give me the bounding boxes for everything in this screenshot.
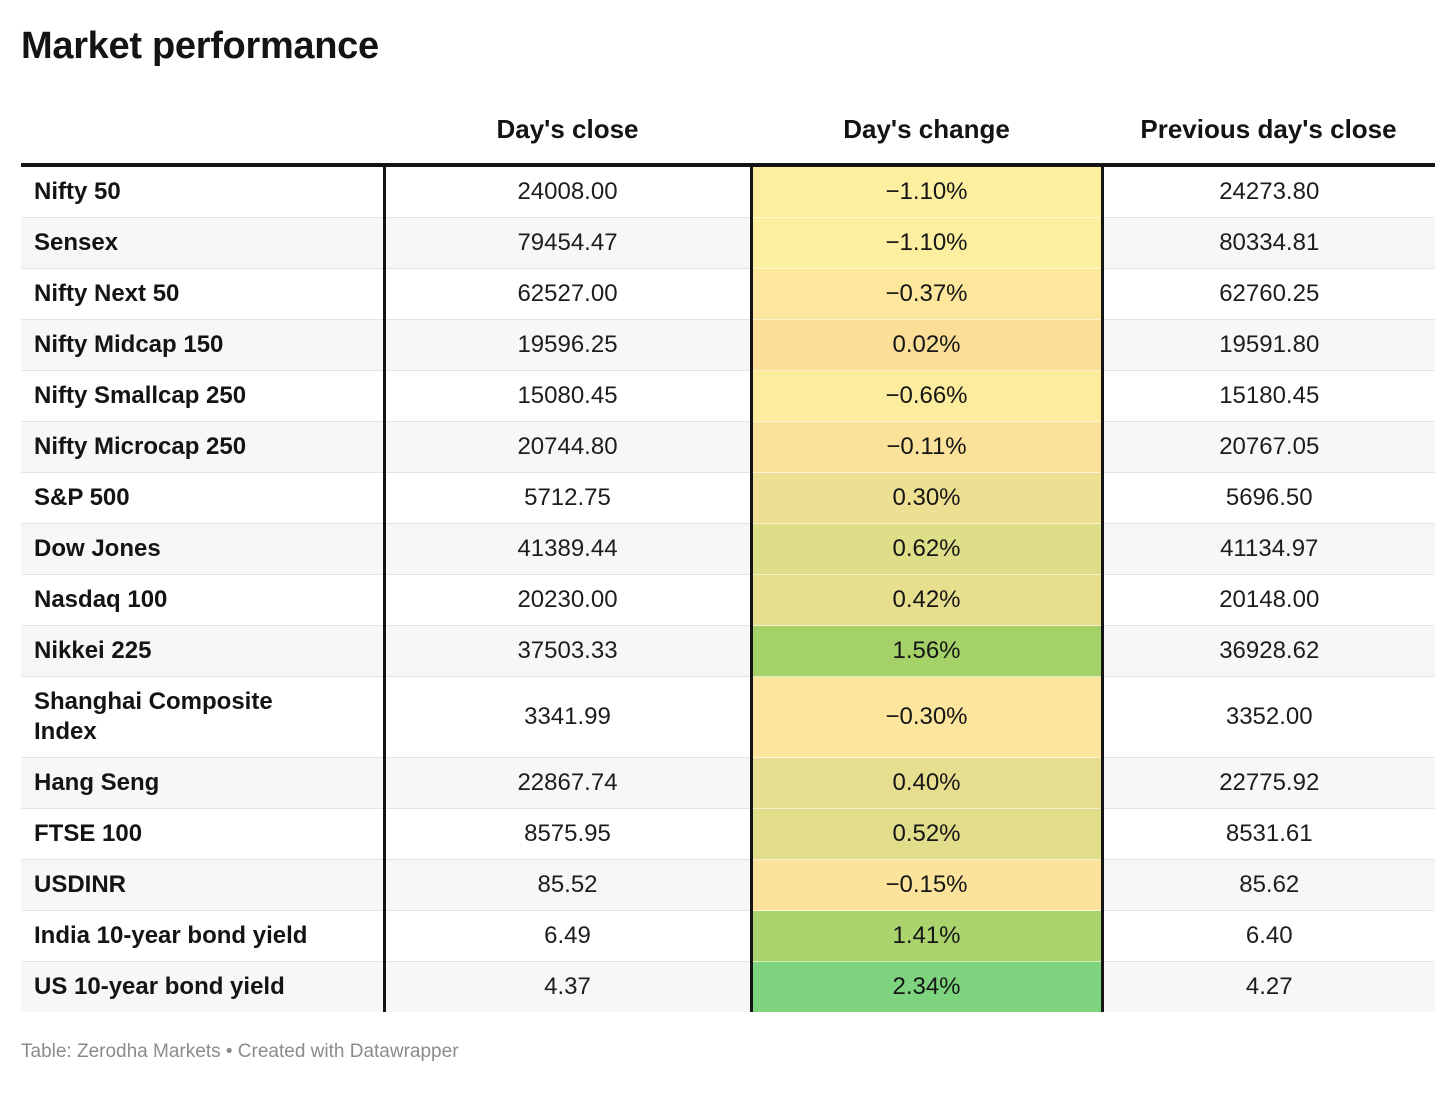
previous-days-close-cell: 4.27 xyxy=(1102,961,1435,1012)
previous-days-close-cell: 24273.80 xyxy=(1219,178,1320,205)
days-close-cell: 85.52 xyxy=(384,859,751,911)
row-label: Shanghai Composite Index xyxy=(21,676,386,758)
days-close-cell: 20230.00 xyxy=(384,574,751,626)
row-label: Nifty Next 50 xyxy=(21,268,386,320)
days-close-cell: 4.37 xyxy=(384,961,751,1012)
table-row: Nifty Microcap 250 20744.80 −0.11% 20767… xyxy=(21,421,1435,473)
days-close-cell: 62527.00 xyxy=(384,268,751,320)
row-label: Sensex xyxy=(21,217,386,269)
column-header-days-close: Day's close xyxy=(384,70,751,167)
row-label: Hang Seng xyxy=(21,757,386,809)
table-row: India 10-year bond yield 6.49 1.41% 6.40 xyxy=(21,910,1435,962)
footer-attribution: Table: Zerodha Markets • Created with Da… xyxy=(21,1041,459,1062)
table-row: Nifty Midcap 150 19596.25 0.02% 19591.80 xyxy=(21,319,1435,371)
table-row: Sensex 79454.47 −1.10% 80334.81 xyxy=(21,217,1435,269)
previous-days-close-cell: 41134.97 xyxy=(1102,523,1435,575)
column-header-days-change: Day's change xyxy=(751,70,1102,167)
days-close-cell: 15080.45 xyxy=(384,370,751,422)
days-change-cell: 2.34% xyxy=(749,961,1104,1012)
days-change-cell: 0.62% xyxy=(749,523,1104,575)
market-performance-table: Day's close Day's change Previous day's … xyxy=(21,70,1435,1012)
table-row: FTSE 100 8575.95 0.52% 8531.61 xyxy=(21,808,1435,860)
previous-days-close-cell: 19591.80 xyxy=(1102,319,1435,371)
days-change-cell: −0.15% xyxy=(749,859,1104,911)
days-close-cell: 20744.80 xyxy=(384,421,751,473)
previous-days-close-cell: 85.62 xyxy=(1102,859,1435,911)
table-row: Nikkei 225 37503.33 1.56% 36928.62 xyxy=(21,625,1435,677)
days-change-cell: −0.37% xyxy=(749,268,1104,320)
days-change-cell: 0.40% xyxy=(749,757,1104,809)
row-label: USDINR xyxy=(21,859,386,911)
row-label: Nifty Smallcap 250 xyxy=(21,370,386,422)
days-close-cell: 37503.33 xyxy=(384,625,751,677)
previous-days-close-cell: 3352.00 xyxy=(1102,676,1435,758)
row-label: Nikkei 225 xyxy=(21,625,386,677)
days-change-cell: −1.10% xyxy=(749,165,1104,218)
page: Market performance Day's close Day's cha… xyxy=(21,25,1435,1062)
days-close-cell: 3341.99 xyxy=(384,676,751,758)
table-row: USDINR 85.52 −0.15% 85.62 xyxy=(21,859,1435,911)
row-label: US 10-year bond yield xyxy=(21,961,386,1012)
days-change-cell: 0.42% xyxy=(749,574,1104,626)
days-close-cell: 19596.25 xyxy=(384,319,751,371)
previous-days-close-cell: 20148.00 xyxy=(1102,574,1435,626)
days-close-cell: 41389.44 xyxy=(384,523,751,575)
table-row: Nifty Smallcap 250 15080.45 −0.66% 15180… xyxy=(21,370,1435,422)
days-close-cell: 5712.75 xyxy=(384,472,751,524)
days-close-cell: 24008.00 xyxy=(517,178,618,205)
previous-days-close-cell: 8531.61 xyxy=(1102,808,1435,860)
previous-days-close-cell: 6.40 xyxy=(1102,910,1435,962)
column-header-previous-days-close: Previous day's close xyxy=(1102,70,1435,167)
previous-days-close-cell: 62760.25 xyxy=(1102,268,1435,320)
row-label: Dow Jones xyxy=(21,523,386,575)
table-body: Nifty 50 24008.00 −1.10% 24273.80 Sensex… xyxy=(21,165,1435,1012)
row-label: S&P 500 xyxy=(21,472,386,524)
table-row: Hang Seng 22867.74 0.40% 22775.92 xyxy=(21,757,1435,809)
table-row: Nifty 50 24008.00 −1.10% 24273.80 xyxy=(21,165,1435,218)
row-label: Nifty Midcap 150 xyxy=(21,319,386,371)
previous-days-close-cell: 5696.50 xyxy=(1102,472,1435,524)
row-label: Nifty 50 xyxy=(21,165,386,218)
days-change-cell: −0.66% xyxy=(749,370,1104,422)
table-row: Shanghai Composite Index 3341.99 −0.30% … xyxy=(21,676,1435,758)
table-row: Nifty Next 50 62527.00 −0.37% 62760.25 xyxy=(21,268,1435,320)
days-change-cell: 0.30% xyxy=(749,472,1104,524)
days-change-cell: 0.52% xyxy=(749,808,1104,860)
days-change-cell: 1.56% xyxy=(749,625,1104,677)
previous-days-close-cell: 80334.81 xyxy=(1102,217,1435,269)
table-header: Day's close Day's change Previous day's … xyxy=(21,70,1435,167)
days-change-cell: −0.11% xyxy=(749,421,1104,473)
days-close-cell: 22867.74 xyxy=(384,757,751,809)
table-row: Nasdaq 100 20230.00 0.42% 20148.00 xyxy=(21,574,1435,626)
days-change-cell: −0.30% xyxy=(749,676,1104,758)
days-change-cell: 1.41% xyxy=(749,910,1104,962)
days-change-cell: 0.02% xyxy=(749,319,1104,371)
days-close-cell: 79454.47 xyxy=(384,217,751,269)
table-row: S&P 500 5712.75 0.30% 5696.50 xyxy=(21,472,1435,524)
days-close-cell: 6.49 xyxy=(384,910,751,962)
row-label: Nasdaq 100 xyxy=(21,574,386,626)
row-label: India 10-year bond yield xyxy=(21,910,386,962)
previous-days-close-cell: 22775.92 xyxy=(1102,757,1435,809)
row-label: FTSE 100 xyxy=(21,808,386,860)
previous-days-close-cell: 15180.45 xyxy=(1102,370,1435,422)
header-row: Day's close Day's change Previous day's … xyxy=(21,70,1435,167)
previous-days-close-cell: 20767.05 xyxy=(1102,421,1435,473)
previous-days-close-cell: 36928.62 xyxy=(1102,625,1435,677)
days-close-cell: 8575.95 xyxy=(384,808,751,860)
table-row: Dow Jones 41389.44 0.62% 41134.97 xyxy=(21,523,1435,575)
corner-header xyxy=(21,70,384,167)
page-title: Market performance xyxy=(21,25,379,67)
table-row: US 10-year bond yield 4.37 2.34% 4.27 xyxy=(21,961,1435,1012)
row-label: Nifty Microcap 250 xyxy=(21,421,386,473)
days-change-cell: −1.10% xyxy=(749,217,1104,269)
